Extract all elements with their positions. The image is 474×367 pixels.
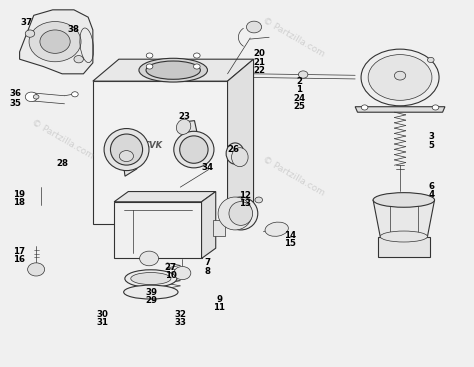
Ellipse shape (380, 231, 428, 242)
Text: 11: 11 (213, 303, 225, 312)
Text: 1: 1 (296, 86, 302, 94)
Circle shape (119, 150, 134, 161)
Circle shape (299, 71, 308, 78)
Text: 31: 31 (96, 318, 108, 327)
Text: 16: 16 (13, 255, 25, 264)
Text: 39: 39 (145, 288, 157, 297)
Ellipse shape (131, 273, 171, 284)
Circle shape (174, 266, 191, 280)
Ellipse shape (146, 61, 201, 79)
Circle shape (361, 105, 368, 110)
Ellipse shape (265, 222, 288, 236)
Polygon shape (355, 107, 445, 112)
Polygon shape (201, 192, 216, 258)
Polygon shape (182, 121, 197, 133)
Text: 17: 17 (13, 247, 25, 256)
Polygon shape (93, 81, 228, 224)
Circle shape (255, 197, 263, 203)
Text: 35: 35 (10, 99, 22, 108)
Text: 2: 2 (296, 77, 302, 86)
Text: 19: 19 (13, 190, 25, 199)
Text: 20: 20 (254, 49, 265, 58)
Text: 18: 18 (13, 198, 25, 207)
Polygon shape (123, 150, 137, 176)
Text: 37: 37 (21, 18, 33, 27)
Polygon shape (93, 59, 254, 81)
Text: 29: 29 (145, 296, 157, 305)
Circle shape (193, 64, 200, 69)
Ellipse shape (110, 134, 143, 165)
Text: 7: 7 (205, 258, 211, 267)
Circle shape (33, 95, 39, 99)
Text: 22: 22 (254, 66, 266, 75)
Polygon shape (114, 202, 201, 258)
Circle shape (432, 105, 439, 110)
Text: 32: 32 (174, 309, 186, 319)
Text: 12: 12 (239, 191, 252, 200)
Polygon shape (114, 192, 216, 202)
Polygon shape (373, 200, 435, 236)
Text: 34: 34 (201, 163, 214, 172)
Text: 3: 3 (428, 132, 435, 141)
Polygon shape (19, 10, 93, 74)
Text: 21: 21 (254, 58, 266, 67)
Text: 33: 33 (174, 318, 186, 327)
Text: 23: 23 (178, 112, 190, 121)
Text: 6: 6 (428, 182, 435, 191)
Text: 15: 15 (284, 239, 296, 248)
Text: 5: 5 (429, 141, 435, 150)
Ellipse shape (180, 136, 208, 163)
Circle shape (140, 251, 158, 266)
Ellipse shape (218, 197, 252, 230)
Text: 25: 25 (293, 102, 305, 111)
Ellipse shape (104, 128, 149, 171)
Bar (213, 220, 225, 236)
Circle shape (394, 71, 406, 80)
Text: 36: 36 (10, 90, 22, 98)
Text: 30: 30 (96, 309, 108, 319)
Circle shape (146, 64, 153, 69)
Circle shape (25, 30, 35, 37)
Polygon shape (228, 59, 254, 224)
Ellipse shape (232, 148, 248, 167)
Circle shape (25, 92, 37, 102)
Circle shape (193, 53, 200, 58)
Polygon shape (378, 236, 430, 257)
Ellipse shape (176, 119, 191, 134)
Ellipse shape (139, 58, 208, 82)
Circle shape (27, 263, 45, 276)
Text: 13: 13 (239, 199, 252, 208)
Text: 10: 10 (165, 271, 177, 280)
Text: 24: 24 (293, 94, 305, 103)
Text: © Partzilla.com: © Partzilla.com (261, 16, 326, 59)
Circle shape (29, 22, 81, 62)
Circle shape (74, 55, 83, 63)
Text: 8: 8 (205, 267, 211, 276)
Text: 9: 9 (216, 295, 222, 304)
Text: 38: 38 (68, 25, 80, 34)
Text: 14: 14 (284, 231, 296, 240)
Ellipse shape (124, 285, 178, 299)
Ellipse shape (226, 143, 244, 164)
Ellipse shape (224, 197, 258, 230)
Text: 26: 26 (227, 145, 239, 154)
Circle shape (146, 53, 153, 58)
Text: 4: 4 (428, 190, 435, 199)
Circle shape (72, 92, 78, 97)
Text: CVK: CVK (144, 141, 163, 150)
Ellipse shape (125, 270, 177, 287)
Text: © Partzilla.com: © Partzilla.com (261, 155, 326, 197)
Circle shape (40, 30, 70, 53)
Circle shape (428, 57, 434, 62)
Ellipse shape (229, 201, 253, 225)
Ellipse shape (361, 49, 439, 106)
Text: 27: 27 (165, 263, 177, 272)
Text: © Partzilla.com: © Partzilla.com (29, 118, 95, 161)
Ellipse shape (174, 131, 214, 168)
Text: 28: 28 (56, 159, 68, 168)
Ellipse shape (368, 55, 432, 100)
Circle shape (246, 21, 262, 33)
Ellipse shape (373, 193, 435, 207)
